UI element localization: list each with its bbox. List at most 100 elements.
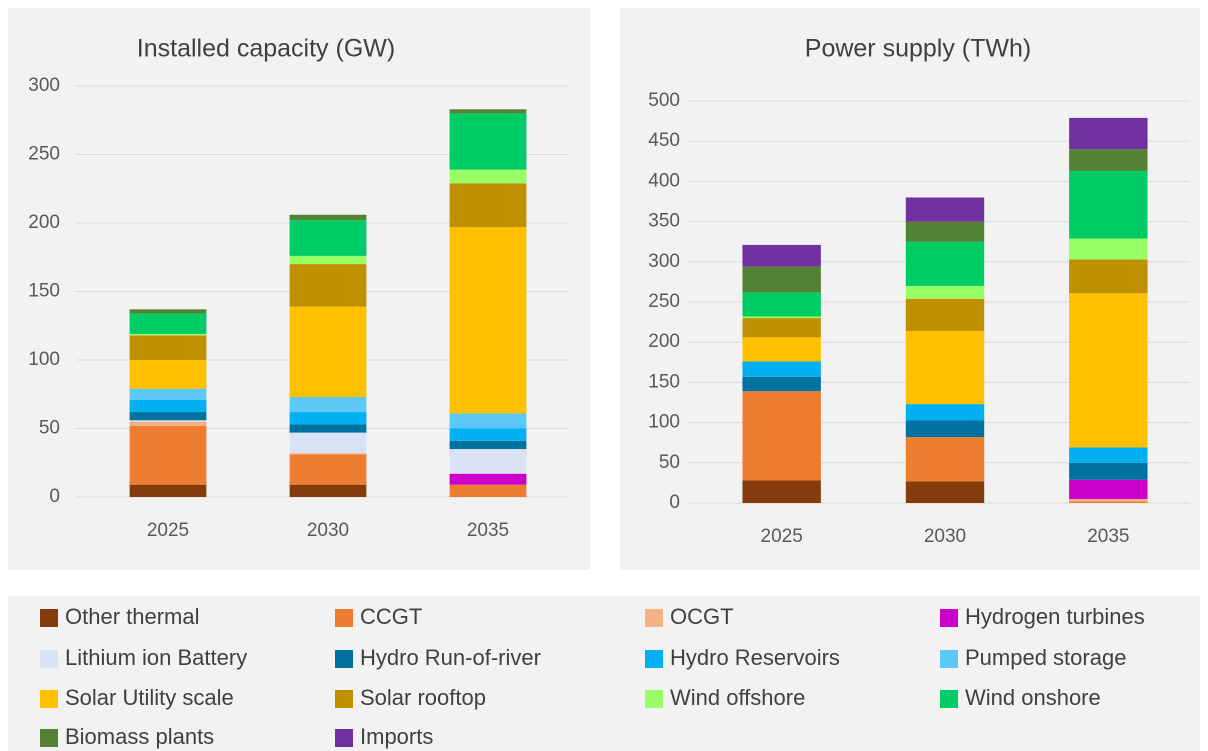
bar-segment bbox=[449, 428, 527, 441]
bar-segment bbox=[905, 197, 985, 222]
legend-swatch bbox=[335, 690, 353, 708]
y-tick-label: 350 bbox=[648, 211, 680, 232]
bar-segment bbox=[289, 454, 367, 485]
bar-segment bbox=[129, 420, 207, 422]
bar-segment bbox=[1069, 498, 1148, 502]
legend-swatch bbox=[645, 650, 663, 668]
x-tick-label: 2030 bbox=[924, 526, 966, 547]
bar-segment bbox=[129, 412, 207, 421]
legend-label: Solar rooftop bbox=[360, 685, 486, 710]
bar-segment bbox=[449, 484, 527, 497]
legend-swatch bbox=[645, 690, 663, 708]
bar-segment bbox=[129, 309, 207, 314]
bar-segment bbox=[742, 391, 821, 481]
x-tick-label: 2030 bbox=[307, 520, 349, 541]
bar-segment bbox=[289, 255, 367, 265]
legend-swatch bbox=[335, 650, 353, 668]
bar-segment bbox=[449, 413, 527, 429]
bar-segment bbox=[129, 313, 207, 334]
legend-swatch bbox=[335, 729, 353, 747]
legend-label: Wind offshore bbox=[670, 685, 805, 710]
legend-swatch bbox=[40, 729, 58, 747]
bar-segment bbox=[1069, 170, 1148, 239]
bar-segment bbox=[1069, 149, 1148, 171]
bar-segment bbox=[905, 285, 985, 299]
y-tick-label: 250 bbox=[648, 291, 680, 312]
bar-segment bbox=[742, 376, 821, 392]
legend-label: Lithium ion Battery bbox=[65, 645, 247, 670]
legend-label: CCGT bbox=[360, 604, 422, 629]
bar-segment bbox=[905, 437, 985, 482]
bar-segment bbox=[1069, 462, 1148, 480]
legend-panel bbox=[8, 596, 1200, 751]
bar-segment bbox=[129, 360, 207, 389]
bar-segment bbox=[1069, 259, 1148, 294]
bar-segment bbox=[289, 412, 367, 425]
y-tick-label: 200 bbox=[648, 331, 680, 352]
bar-segment bbox=[905, 404, 985, 421]
y-tick-label: 50 bbox=[39, 418, 60, 439]
legend-label: Biomass plants bbox=[65, 724, 214, 749]
bar-segment bbox=[289, 214, 367, 221]
bar-segment bbox=[742, 244, 821, 267]
bar-segment bbox=[905, 298, 985, 331]
x-tick-label: 2035 bbox=[1087, 526, 1129, 547]
bar-segment bbox=[129, 399, 207, 413]
chart-title: Power supply (TWh) bbox=[805, 35, 1031, 63]
y-tick-label: 300 bbox=[28, 75, 60, 96]
legend-label: Hydro Reservoirs bbox=[670, 645, 840, 670]
y-tick-label: 200 bbox=[28, 212, 60, 233]
legend-label: Hydro Run-of-river bbox=[360, 645, 541, 670]
y-tick-label: 400 bbox=[648, 170, 680, 191]
bar-segment bbox=[449, 109, 527, 114]
bar-segment bbox=[742, 361, 821, 377]
chart-title: Installed capacity (GW) bbox=[137, 35, 395, 63]
bar-segment bbox=[449, 169, 527, 184]
bar-segment bbox=[905, 221, 985, 242]
bar-segment bbox=[129, 333, 207, 336]
bar-segment bbox=[129, 388, 207, 400]
legend-label: Solar Utility scale bbox=[65, 685, 234, 710]
bar-segment bbox=[905, 241, 985, 286]
bar-segment bbox=[742, 292, 821, 317]
bar-segment bbox=[449, 449, 527, 474]
bar-segment bbox=[742, 480, 821, 503]
y-tick-label: 300 bbox=[648, 251, 680, 272]
y-tick-label: 450 bbox=[648, 130, 680, 151]
legend-label: Imports bbox=[360, 724, 433, 749]
bar-segment bbox=[129, 425, 207, 485]
bar-segment bbox=[1069, 447, 1148, 463]
legend-label: Pumped storage bbox=[965, 645, 1126, 670]
bar-segment bbox=[289, 220, 367, 256]
bar-segment bbox=[289, 484, 367, 497]
bar-segment bbox=[1069, 117, 1148, 150]
y-tick-label: 150 bbox=[648, 371, 680, 392]
y-tick-label: 100 bbox=[28, 349, 60, 370]
bar-segment bbox=[742, 316, 821, 319]
legend-label: OCGT bbox=[670, 604, 734, 629]
bar-segment bbox=[1069, 238, 1148, 260]
bar-segment bbox=[289, 453, 367, 455]
y-tick-label: 50 bbox=[659, 452, 680, 473]
x-tick-label: 2035 bbox=[467, 520, 509, 541]
legend-swatch bbox=[40, 690, 58, 708]
legend-swatch bbox=[940, 690, 958, 708]
bar-segment bbox=[289, 424, 367, 433]
bar-segment bbox=[742, 337, 821, 362]
bar-segment bbox=[449, 473, 527, 485]
legend-label: Wind onshore bbox=[965, 685, 1101, 710]
y-tick-label: 250 bbox=[28, 144, 60, 165]
legend-swatch bbox=[40, 609, 58, 627]
x-tick-label: 2025 bbox=[147, 520, 189, 541]
legend-label: Other thermal bbox=[65, 604, 200, 629]
bar-segment bbox=[905, 481, 985, 503]
bar-segment bbox=[905, 330, 985, 405]
bar-segment bbox=[742, 318, 821, 338]
legend-swatch bbox=[940, 609, 958, 627]
bar-segment bbox=[289, 396, 367, 413]
y-tick-label: 500 bbox=[648, 90, 680, 111]
bar-segment bbox=[129, 484, 207, 497]
bar-segment bbox=[1069, 293, 1148, 448]
bar-segment bbox=[449, 113, 527, 170]
y-tick-label: 0 bbox=[669, 492, 680, 513]
